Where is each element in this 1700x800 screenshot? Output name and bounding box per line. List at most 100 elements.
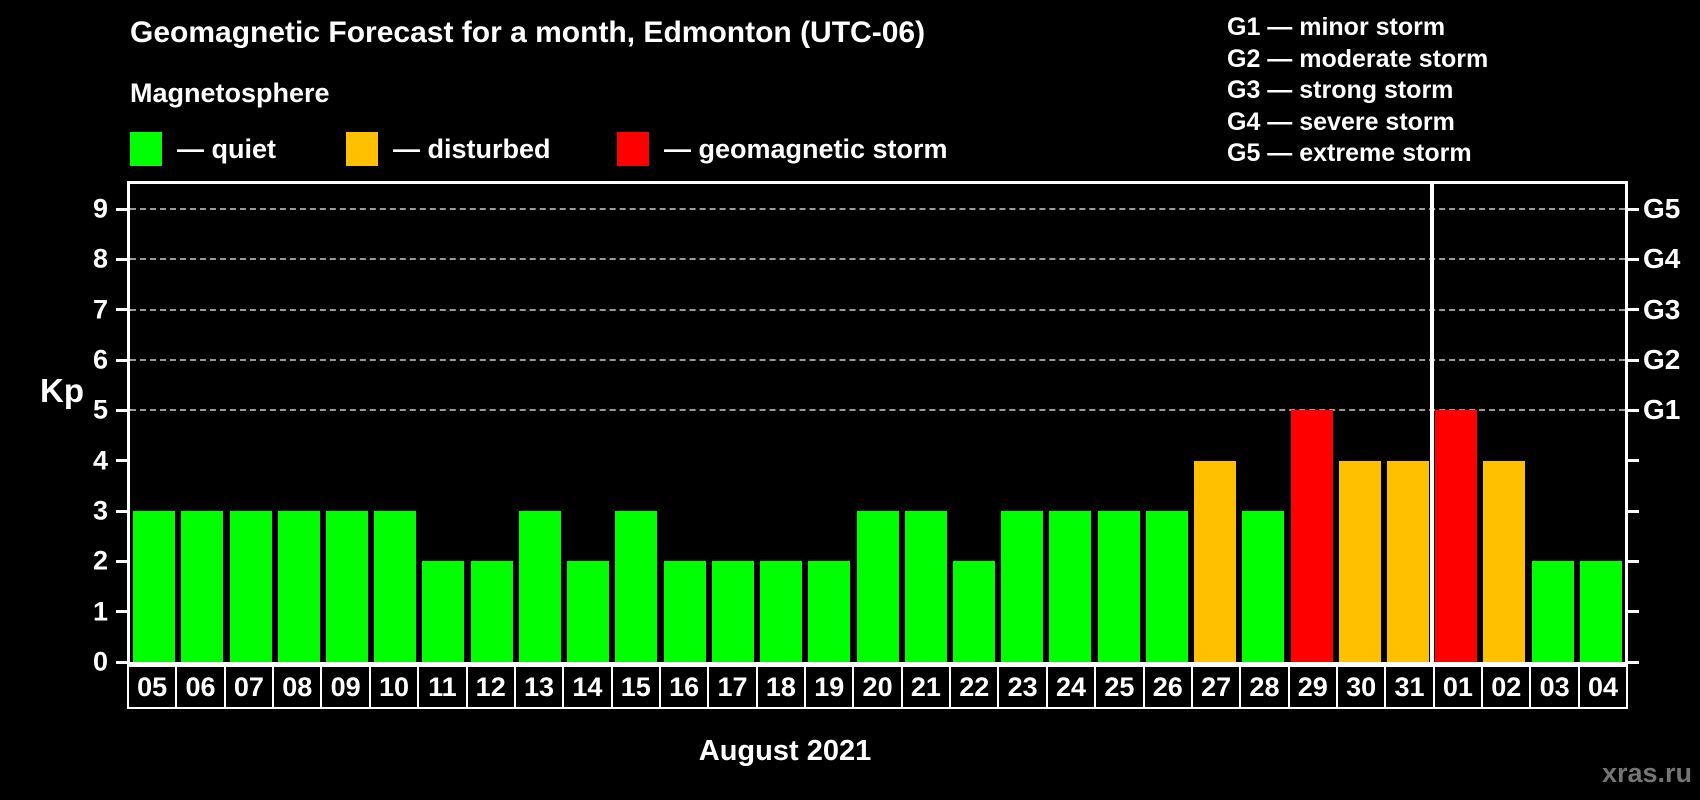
kp-bar-day-19 xyxy=(808,561,851,662)
y-tick-right-0 xyxy=(1628,660,1639,664)
legend-swatch-quiet xyxy=(130,132,162,166)
y-tick-left-2 xyxy=(116,559,127,563)
y-tick-right-6 xyxy=(1628,358,1639,362)
g-scale-label-g3: G3 xyxy=(1643,293,1681,325)
kp-bar-day-08 xyxy=(277,511,320,662)
y-axis-title: Kp xyxy=(40,372,84,409)
date-label-20: 20 xyxy=(852,665,903,709)
y-tick-label-8: 8 xyxy=(92,243,108,274)
kp-bar-day-12 xyxy=(470,561,513,662)
date-label-10: 10 xyxy=(368,665,420,709)
kp-bar-day-27 xyxy=(1194,460,1237,662)
kp-bar-day-26 xyxy=(1145,511,1188,662)
y-tick-right-5 xyxy=(1628,408,1639,412)
kp-bar-day-20 xyxy=(856,511,899,662)
y-tick-label-7: 7 xyxy=(92,294,108,325)
date-label-17: 17 xyxy=(707,665,758,709)
kp-bar-day-18 xyxy=(760,561,803,662)
kp-bar-day-06 xyxy=(181,511,224,662)
date-label-02: 02 xyxy=(1481,665,1532,709)
kp-bar-day-28 xyxy=(1242,511,1285,662)
y-tick-left-8 xyxy=(116,257,127,261)
g-scale-label-g5: G5 xyxy=(1643,193,1681,225)
kp-bar-day-10 xyxy=(374,511,417,662)
kp-bar-day-11 xyxy=(422,561,465,662)
y-tick-label-6: 6 xyxy=(92,344,108,375)
kp-bar-day-21 xyxy=(904,511,947,662)
date-label-28: 28 xyxy=(1239,665,1290,709)
date-label-19: 19 xyxy=(804,665,855,709)
kp-bar-day-25 xyxy=(1097,511,1140,662)
gridline-kp5 xyxy=(130,409,1625,412)
y-tick-label-2: 2 xyxy=(92,545,108,576)
x-axis-title: August 2021 xyxy=(698,735,872,767)
legend-swatch-disturbed xyxy=(346,132,378,166)
storm-scale-line-g4: G4 — severe storm xyxy=(1227,107,1455,136)
date-label-30: 30 xyxy=(1335,665,1387,709)
y-tick-label-3: 3 xyxy=(92,495,108,526)
date-label-27: 27 xyxy=(1190,665,1242,709)
y-tick-right-7 xyxy=(1628,308,1639,312)
y-tick-left-7 xyxy=(116,308,127,312)
date-label-14: 14 xyxy=(562,665,613,709)
date-label-09: 09 xyxy=(320,665,371,709)
kp-bar-day-24 xyxy=(1049,511,1092,662)
gridline-kp9 xyxy=(130,208,1625,211)
y-tick-right-3 xyxy=(1628,509,1639,513)
kp-bar-day-04 xyxy=(1579,561,1622,662)
watermark: xras.ru xyxy=(1601,758,1692,788)
kp-bar-day-31 xyxy=(1386,460,1429,662)
kp-bar-day-23 xyxy=(1001,511,1044,662)
date-label-12: 12 xyxy=(465,665,516,709)
g-scale-label-g2: G2 xyxy=(1643,344,1681,376)
y-tick-left-4 xyxy=(116,459,127,463)
storm-scale-line-g3: G3 — strong storm xyxy=(1227,76,1454,104)
date-label-13: 13 xyxy=(513,665,565,709)
kp-bar-day-14 xyxy=(567,561,610,662)
date-label-04: 04 xyxy=(1577,665,1629,709)
storm-scale-legend: G1 — minor storm G2 — moderate storm G3 — … xyxy=(1227,12,1488,170)
date-label-29: 29 xyxy=(1287,665,1338,709)
date-label-06: 06 xyxy=(175,665,226,709)
kp-bar-day-29 xyxy=(1290,410,1333,662)
kp-bar-day-02 xyxy=(1483,460,1526,662)
kp-bar-day-22 xyxy=(952,561,995,662)
date-label-18: 18 xyxy=(755,665,807,709)
y-tick-label-1: 1 xyxy=(92,596,108,627)
kp-bar-day-03 xyxy=(1531,561,1574,662)
date-label-21: 21 xyxy=(900,665,952,709)
legend-label-disturbed: — disturbed xyxy=(393,133,551,164)
legend-item-storm: — geomagnetic storm xyxy=(617,131,948,167)
page-title: Geomagnetic Forecast for a month, Edmont… xyxy=(130,16,926,49)
legend-swatch-storm xyxy=(617,132,649,166)
kp-bar-day-05 xyxy=(133,511,176,662)
date-label-15: 15 xyxy=(610,665,661,709)
date-label-16: 16 xyxy=(658,665,710,709)
plot-area: 0 1 2 3 4 5 6 7 8 9 G1 G2 G3 G4 G5 xyxy=(93,181,1680,677)
y-tick-left-5 xyxy=(116,408,127,412)
y-tick-label-5: 5 xyxy=(92,394,108,425)
y-tick-label-4: 4 xyxy=(92,445,108,476)
date-label-26: 26 xyxy=(1142,665,1193,709)
y-tick-right-4 xyxy=(1628,459,1639,463)
kp-bar-day-17 xyxy=(711,561,754,662)
y-tick-right-9 xyxy=(1628,207,1639,211)
y-tick-label-9: 9 xyxy=(92,193,108,224)
date-label-07: 07 xyxy=(223,665,275,709)
date-label-03: 03 xyxy=(1529,665,1580,709)
legend-item-quiet: — quiet xyxy=(130,131,276,167)
date-label-31: 31 xyxy=(1384,665,1435,709)
legend-label-quiet: — quiet xyxy=(177,133,276,164)
kp-bar-day-09 xyxy=(326,511,369,662)
gridline-kp7 xyxy=(130,308,1625,311)
kp-bar-day-01 xyxy=(1435,410,1478,662)
storm-scale-line-g5: G5 — extreme storm xyxy=(1227,139,1472,167)
y-tick-left-9 xyxy=(116,207,127,211)
gridline-kp6 xyxy=(130,359,1625,362)
date-label-01: 01 xyxy=(1432,665,1484,709)
date-label-22: 22 xyxy=(949,665,1000,709)
kp-bar-day-30 xyxy=(1338,460,1381,662)
month-separator-line xyxy=(1430,184,1435,662)
y-tick-left-0 xyxy=(116,660,127,664)
